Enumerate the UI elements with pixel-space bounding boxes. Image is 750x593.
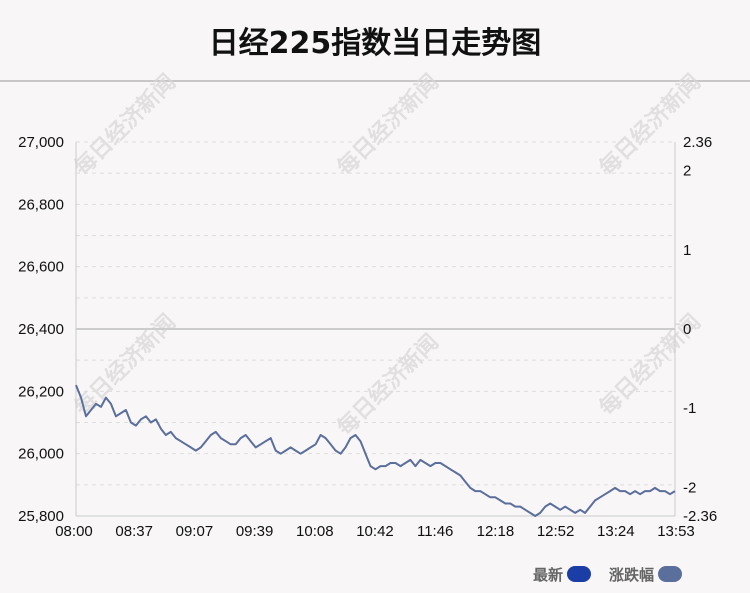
title-divider xyxy=(0,80,750,82)
x-tick-label: 11:46 xyxy=(417,523,453,540)
legend-change-label: 涨跌幅 xyxy=(609,565,655,584)
right-axis-ticks: 2.36 2 1 0 -1 -2 -2.36 xyxy=(683,134,717,525)
left-tick-label: 25,800 xyxy=(18,508,64,525)
series-group xyxy=(75,384,676,517)
x-tick-label: 12:52 xyxy=(537,523,575,540)
right-tick-label: 2.36 xyxy=(683,134,712,151)
x-tick-label: 09:07 xyxy=(176,523,214,540)
x-tick-label: 10:08 xyxy=(296,523,334,540)
x-axis-ticks: 08:00 08:37 09:07 09:39 10:08 10:42 11:46 12:18… xyxy=(55,523,695,540)
legend-change-swatch xyxy=(658,566,683,582)
watermark-text: 每日经济新闻 xyxy=(69,309,181,421)
left-tick-label: 27,000 xyxy=(18,134,64,151)
right-tick-label: 2 xyxy=(683,163,691,180)
chart-title: 日经225指数当日走势图 xyxy=(208,26,542,61)
right-tick-label: -2 xyxy=(683,479,696,496)
left-axis-ticks: 27,000 26,800 26,600 26,400 26,200 26,000 25,8… xyxy=(18,134,64,525)
left-tick-label: 26,200 xyxy=(18,383,64,400)
x-tick-label: 08:00 xyxy=(55,523,93,540)
watermark-text: 每日经济新闻 xyxy=(69,69,181,181)
watermark-text: 每日经济新闻 xyxy=(332,69,444,181)
legend-latest: 最新 xyxy=(533,564,592,584)
watermark-text: 每日经济新闻 xyxy=(332,329,444,441)
legend-latest-label: 最新 xyxy=(533,565,564,584)
x-tick-label: 08:37 xyxy=(115,523,153,540)
x-tick-label: 12:18 xyxy=(477,523,515,540)
left-tick-label: 26,600 xyxy=(18,259,64,276)
legend-change: 涨跌幅 xyxy=(609,564,683,584)
x-tick-label: 10:42 xyxy=(356,523,394,540)
right-tick-label: 1 xyxy=(683,242,691,259)
x-tick-label: 09:39 xyxy=(236,523,274,540)
right-tick-label: 0 xyxy=(683,321,691,338)
left-tick-label: 26,400 xyxy=(18,321,64,338)
right-tick-label: -2.36 xyxy=(683,508,717,525)
x-tick-label: 13:53 xyxy=(657,523,695,540)
series-line-latest xyxy=(75,384,676,517)
right-tick-label: -1 xyxy=(683,400,696,417)
left-tick-label: 26,800 xyxy=(18,196,64,213)
left-tick-label: 26,000 xyxy=(18,446,64,463)
legend-latest-swatch xyxy=(567,566,592,582)
x-tick-label: 13:24 xyxy=(597,523,635,540)
axes xyxy=(75,142,676,517)
